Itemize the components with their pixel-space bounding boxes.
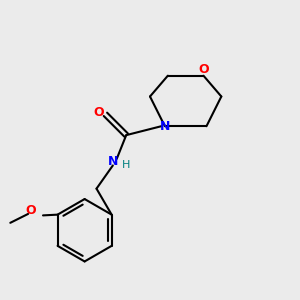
Text: N: N [160, 120, 170, 133]
Text: H: H [122, 160, 130, 170]
Text: O: O [94, 106, 104, 119]
Text: N: N [108, 155, 118, 168]
Text: O: O [26, 204, 36, 218]
Text: O: O [199, 63, 209, 76]
